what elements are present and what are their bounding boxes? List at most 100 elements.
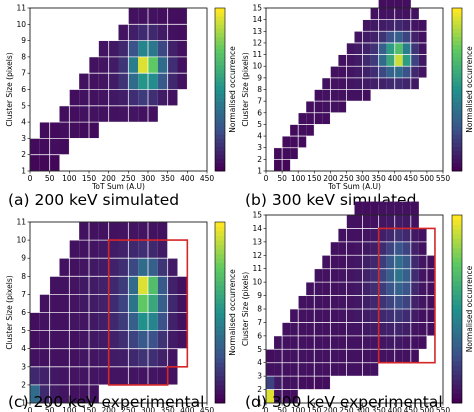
heatmap-cell [306,282,315,296]
y-tick-label: 8 [257,305,262,314]
heatmap-cell [378,322,387,336]
colorbar-segment [215,335,225,341]
heatmap-cell [418,268,427,283]
heatmap-cell [378,268,387,283]
heatmap-cell [98,240,109,259]
colorbar-segment [215,158,225,164]
heatmap-cell [138,56,148,74]
heatmap-cell [354,255,363,269]
colorbar-segment [452,8,462,13]
heatmap-cell [418,19,427,32]
colorbar-segment [452,271,462,277]
heatmap-cell [148,276,158,295]
heatmap-cell [418,228,427,242]
heatmap-cell [108,105,119,123]
heatmap-cell [274,335,283,350]
x-tick-label: 350 [161,174,176,183]
heatmap-cell [394,66,403,78]
heatmap-cell [177,8,188,25]
heatmap-cell [314,362,323,377]
heatmap-cell [138,276,148,295]
heatmap-cell [370,241,379,256]
y-tick-label: 6 [257,108,262,117]
heatmap-cell [98,366,109,385]
colorbar-segment [452,384,462,390]
colorbar-segment [215,97,225,103]
heatmap-cell [394,349,403,363]
colorbar-segment [215,162,225,168]
x-tick-label: 250 [339,174,354,183]
heatmap-cell [157,294,168,313]
colorbar-segment [452,85,462,90]
heatmap-cell [148,312,158,331]
colorbar-segment [452,154,462,160]
heatmap-cell [418,42,427,55]
x-tick-label: 0 [264,174,269,183]
y-tick-label: 5 [21,101,26,110]
heatmap-cell [306,112,315,125]
heatmap-cell [98,312,109,331]
colorbar-segment [215,36,225,41]
heatmap-cell [39,122,50,139]
heatmap-cell [69,366,80,385]
heatmap-cell [362,255,371,269]
colorbar-segment [452,101,462,107]
colorbar-segment [215,24,225,29]
heatmap-cell [370,362,379,377]
heatmap-cell [157,330,168,349]
colorbar-segment [215,326,225,331]
heatmap-cell [322,77,331,90]
colorbar-segment [452,285,462,291]
heatmap-cell [290,389,299,403]
x-tick-label: 0 [28,174,33,183]
heatmap-cell [426,309,435,323]
colorbar-segment [452,379,462,385]
colorbar-segment [452,44,462,50]
colorbar-segment [215,65,225,70]
heatmap-cell [322,101,331,113]
heatmap-cell [378,349,387,363]
heatmap-cell [128,8,139,25]
heatmap-cell [386,295,395,309]
heatmap-cell [266,376,275,390]
heatmap-cell [290,322,299,336]
y-tick-label: 10 [16,236,26,245]
heatmap-cell [394,77,403,90]
heatmap-cell [362,66,371,78]
colorbar-frame [214,221,226,404]
heatmap-cell [362,241,371,256]
heatmap-cell [118,240,129,259]
heatmap-cell [79,73,89,90]
heatmap-cell [89,366,99,385]
heatmap-cell [128,258,139,277]
heatmap-cell [128,276,139,295]
heatmap-cell [148,258,158,277]
heatmap-cell [362,31,371,43]
heatmap-cell [306,322,315,336]
heatmap-cell [378,282,387,296]
heatmap-cell [410,295,419,309]
heatmap-cell [362,282,371,296]
heatmap-cell [346,241,355,256]
y-tick-label: 9 [21,254,26,263]
heatmap-cell [394,215,403,229]
heatmap-cell [157,40,168,57]
heatmap-cell [118,40,129,57]
heatmap-cell [346,268,355,283]
heatmap-cell [338,101,347,113]
heatmap-cell [59,348,70,367]
y-tick-label: 12 [252,38,262,47]
heatmap-cell [378,8,387,20]
colorbar-segment [452,215,462,221]
heatmap-cell [314,112,323,125]
heatmap-cell [386,268,395,283]
heatmap-cell [128,105,139,123]
heatmap-cell [386,228,395,242]
heatmap-cell [410,8,419,20]
x-tick-label: 100 [291,174,306,183]
heatmap-cell [402,282,411,296]
heatmap-cell [282,362,291,377]
colorbar-segment [215,339,225,345]
y-tick-label: 4 [257,358,262,367]
